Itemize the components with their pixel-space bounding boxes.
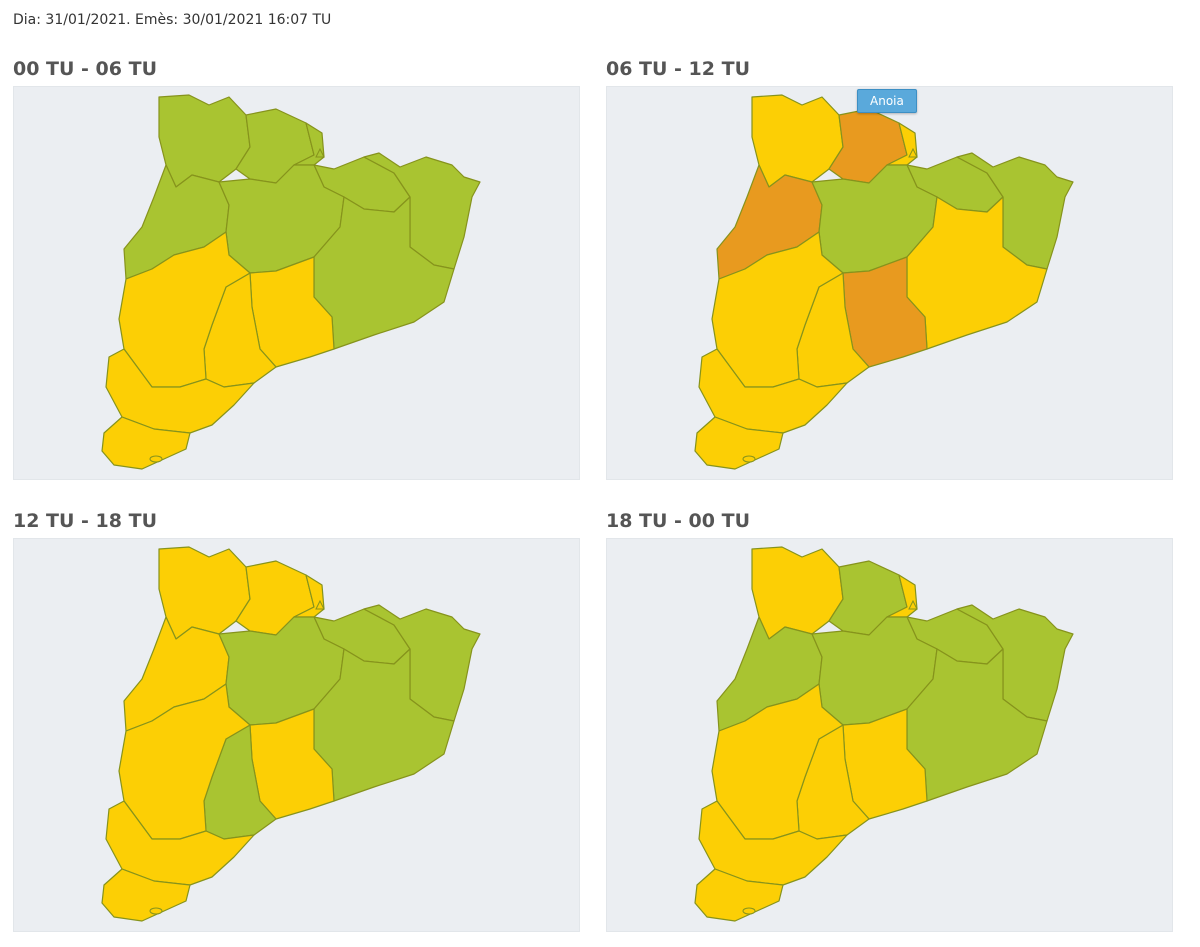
- region-yellow[interactable]: [711, 231, 844, 388]
- map-svg: [694, 94, 1074, 470]
- enclave-marker: [908, 147, 918, 158]
- map-catalonia[interactable]: Anoia: [606, 86, 1173, 480]
- map-svg: [101, 94, 481, 470]
- region-yellow[interactable]: [711, 683, 844, 840]
- delta-islet: [742, 455, 756, 463]
- enclave-marker: [315, 147, 325, 158]
- map-panel-06-12: 06 TU - 12 TU Anoia: [606, 54, 1173, 480]
- region-green[interactable]: [158, 94, 251, 188]
- region-yellow[interactable]: [698, 800, 848, 886]
- panel-title: 00 TU - 06 TU: [13, 58, 158, 80]
- region-yellow[interactable]: [698, 348, 848, 434]
- region-yellow[interactable]: [118, 231, 251, 388]
- region-yellow[interactable]: [101, 416, 191, 470]
- delta-islet: [149, 907, 163, 915]
- region-yellow[interactable]: [158, 546, 251, 640]
- region-tooltip: Anoia: [857, 89, 917, 113]
- enclave-marker: [908, 599, 918, 610]
- map-catalonia[interactable]: [606, 538, 1173, 932]
- delta-islet: [149, 455, 163, 463]
- map-panel-18-00: 18 TU - 00 TU: [606, 506, 1173, 932]
- map-catalonia[interactable]: [13, 86, 580, 480]
- map-catalonia[interactable]: [13, 538, 580, 932]
- region-yellow[interactable]: [118, 683, 251, 840]
- panel-title: 06 TU - 12 TU: [606, 58, 751, 80]
- region-yellow[interactable]: [694, 416, 784, 470]
- region-yellow[interactable]: [751, 94, 844, 188]
- region-yellow[interactable]: [105, 800, 255, 886]
- map-panel-12-18: 12 TU - 18 TU: [13, 506, 580, 932]
- region-yellow[interactable]: [101, 868, 191, 922]
- delta-islet: [742, 907, 756, 915]
- region-yellow[interactable]: [105, 348, 255, 434]
- enclave-marker: [315, 599, 325, 610]
- region-yellow[interactable]: [694, 868, 784, 922]
- panel-title: 18 TU - 00 TU: [606, 510, 751, 532]
- map-panel-00-06: 00 TU - 06 TU: [13, 54, 580, 480]
- panel-title: 12 TU - 18 TU: [13, 510, 158, 532]
- issue-date-header: Dia: 31/01/2021. Emès: 30/01/2021 16:07 …: [13, 12, 332, 28]
- map-svg: [101, 546, 481, 922]
- region-yellow[interactable]: [751, 546, 844, 640]
- map-svg: [694, 546, 1074, 922]
